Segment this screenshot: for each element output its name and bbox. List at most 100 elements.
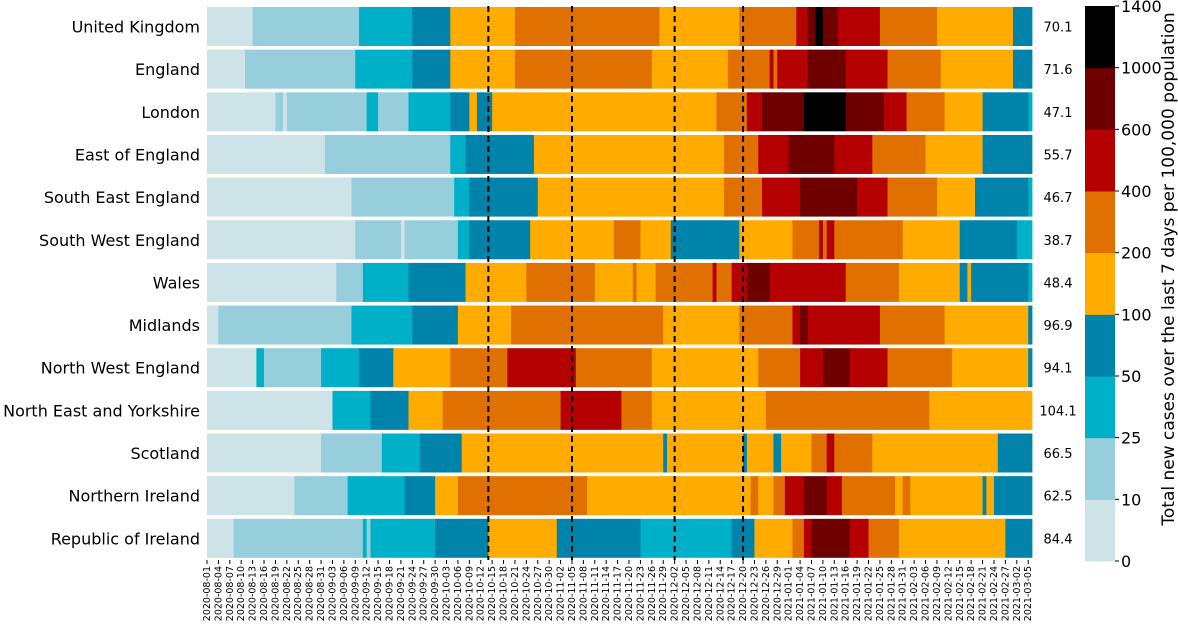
heatmap-cell: [640, 220, 672, 260]
heatmap-cell: [663, 433, 668, 473]
heatmap-cell: [1028, 348, 1033, 388]
heatmap-cell: [746, 262, 771, 302]
heatmap-cell: [461, 433, 664, 473]
x-tick-label: 2020-12-08: [692, 566, 703, 621]
heatmap-cell: [739, 220, 793, 260]
x-tick-label: 2020-08-16: [259, 566, 270, 621]
colorbar-bin: [1085, 67, 1115, 130]
x-tick-label: 2021-02-27: [1000, 566, 1011, 621]
heatmap-cell: [925, 134, 983, 174]
heatmap-cell: [906, 92, 945, 132]
heatmap-cell: [807, 305, 881, 345]
heatmap-cell: [895, 476, 904, 516]
colorbar-tick-label: 400: [1121, 182, 1152, 201]
heatmap-cell: [792, 220, 820, 260]
heatmap-cell: [218, 305, 352, 345]
heatmap-cell: [788, 134, 835, 174]
colorbar-bin: [1085, 437, 1115, 500]
heatmap-cell: [465, 134, 535, 174]
x-tick-label: 2020-12-05: [681, 566, 692, 621]
heatmap-cell: [887, 348, 953, 388]
heatmap-cell: [651, 49, 729, 89]
heatmap-cell: [826, 433, 835, 473]
heatmap-cell: [826, 476, 843, 516]
heatmap-cell: [511, 305, 664, 345]
row-value-label: 62.5: [1044, 490, 1073, 505]
heatmap-cell: [488, 518, 558, 558]
heatmap-cell: [359, 7, 413, 46]
row-label: London: [141, 103, 200, 122]
row-label: Scotland: [130, 444, 200, 463]
heatmap-cell: [803, 518, 812, 558]
heatmap-cell: [655, 262, 714, 302]
x-tick-label: 2020-11-11: [590, 566, 601, 621]
heatmap-cell: [826, 220, 835, 260]
heatmap-cell: [613, 220, 641, 260]
heatmap-cell: [800, 348, 824, 388]
heatmap-cell: [1012, 7, 1033, 46]
x-tick-label: 2021-01-22: [864, 566, 875, 621]
heatmap-cell: [811, 518, 850, 558]
heatmap-cell: [207, 134, 326, 174]
x-tick-label: 2020-08-31: [316, 566, 327, 621]
heatmap-cell: [716, 262, 733, 302]
heatmap-cell: [746, 92, 763, 132]
x-tick-label: 2020-10-21: [510, 566, 521, 621]
heatmap-cell: [982, 134, 1033, 174]
x-tick-label: 2020-11-08: [578, 566, 589, 621]
heatmap-cell: [355, 49, 413, 89]
row-value-label: 38.7: [1044, 234, 1073, 249]
heatmap-cell: [507, 348, 577, 388]
heatmap-cell: [450, 348, 508, 388]
x-tick-label: 2020-12-02: [670, 566, 681, 621]
x-tick-label: 2020-09-24: [407, 566, 418, 621]
x-tick-label: 2021-01-31: [898, 566, 909, 621]
heatmap-cell: [412, 7, 451, 46]
x-tick-label: 2021-03-02: [1012, 566, 1023, 621]
heatmap-cell: [393, 348, 451, 388]
heatmap-cell: [450, 134, 466, 174]
heatmap-cell: [366, 92, 379, 132]
heatmap-cell: [750, 476, 759, 516]
heatmap-cell: [347, 476, 406, 516]
heatmap-cell: [514, 7, 660, 46]
heatmap-cell: [575, 348, 653, 388]
x-tick-label: 2020-09-21: [396, 566, 407, 621]
x-tick-label: 2020-12-14: [715, 566, 726, 621]
row-value-label: 94.1: [1044, 362, 1073, 377]
x-tick-label: 2020-10-27: [533, 566, 544, 621]
heatmap-cell: [450, 49, 516, 89]
heatmap-cell: [207, 7, 254, 46]
heatmap-cell: [207, 92, 276, 132]
heatmap-cell: [526, 262, 596, 302]
x-tick-label: 2021-01-10: [818, 566, 829, 621]
row-label: United Kingdom: [72, 18, 200, 37]
heatmap-cell: [324, 134, 451, 174]
heatmap-cell: [465, 262, 527, 302]
heatmap-cell: [1016, 220, 1033, 260]
row-label: North West England: [41, 359, 200, 378]
x-tick-label: 2020-11-17: [613, 566, 624, 621]
colorbar-bin: [1085, 499, 1115, 562]
heatmap-cell: [275, 92, 284, 132]
colorbar-tick-label: 0: [1121, 552, 1131, 571]
heatmap-cell: [1028, 177, 1033, 217]
heatmap-cell: [845, 262, 900, 302]
heatmap-cell: [936, 7, 1014, 46]
x-tick-label: 2020-12-23: [749, 566, 760, 621]
heatmap-cell: [879, 305, 945, 345]
heatmap-cell: [841, 476, 896, 516]
x-tick-label: 2020-10-30: [544, 566, 555, 621]
x-tick-label: 2020-11-02: [556, 566, 567, 621]
colorbar-tick-label: 10: [1121, 490, 1141, 509]
heatmap-cell: [533, 134, 725, 174]
colorbar-bin: [1085, 129, 1115, 192]
heatmap-cell: [758, 476, 774, 516]
heatmap-cell: [803, 92, 847, 132]
heatmap-cell: [773, 476, 786, 516]
x-tick-label: 2020-08-04: [213, 566, 224, 621]
colorbar: 0 10 25 50 100 200 400 600 1000 1400: [1085, 0, 1162, 571]
heatmap-cell: [207, 518, 235, 558]
colorbar-tick-label: 1000: [1121, 59, 1162, 78]
x-tick-label: 2020-09-03: [327, 566, 338, 621]
